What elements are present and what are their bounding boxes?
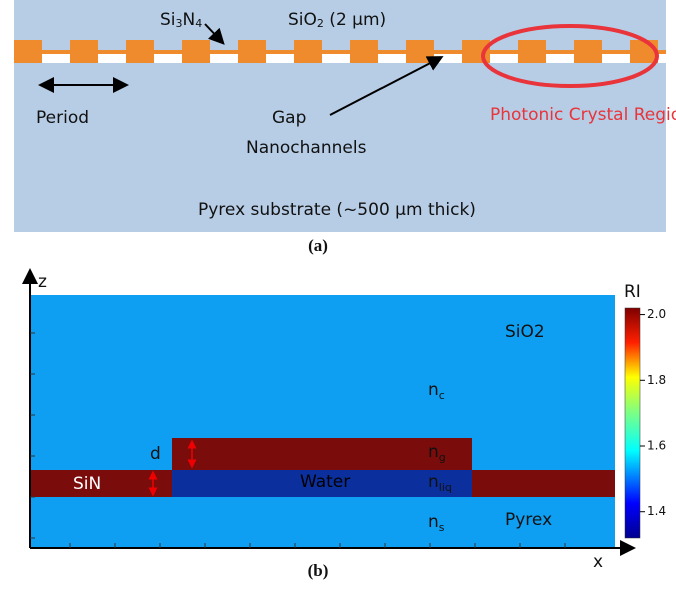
nanochannels-label: Nanochannels <box>246 138 367 158</box>
colorbar-tick-label: 1.8 <box>647 373 666 387</box>
panel-a: Si3N4 SiO2 (2 µm) Period Gap Nanochannel… <box>14 0 676 255</box>
nanochannel-gap <box>546 54 574 63</box>
grating-tooth <box>182 40 210 51</box>
colorbar-ticks: 2.0 1.8 1.6 1.4 <box>640 307 666 518</box>
grating-tooth <box>238 40 266 51</box>
grating-tooth <box>14 40 42 51</box>
figure: Si3N4 SiO2 (2 µm) Period Gap Nanochannel… <box>0 0 676 585</box>
x-label: x <box>593 552 603 572</box>
nanochannel-gap <box>490 54 518 63</box>
grating-tooth <box>126 40 154 51</box>
nanochannel-gap <box>42 54 70 63</box>
pyrex-label: Pyrex <box>505 510 552 530</box>
grating-tooth <box>70 40 98 51</box>
nanochannel-gap <box>98 54 126 63</box>
colorbar-tick-label: 1.4 <box>647 504 666 518</box>
caption: (a) <box>308 236 328 255</box>
sio2-label: SiO2 <box>505 322 545 342</box>
nanochannel-gap <box>658 54 676 63</box>
grating-tooth <box>350 40 378 51</box>
nanochannel-gap <box>210 54 238 63</box>
nanochannel-gap <box>378 54 406 63</box>
grating-tooth <box>406 40 434 51</box>
nanochannel-gap <box>154 54 182 63</box>
grating-tooth <box>574 40 602 51</box>
period-label: Period <box>36 108 89 128</box>
colorbar-tick-label: 2.0 <box>647 307 666 321</box>
gap-label: Gap <box>272 108 306 128</box>
grating-tooth <box>294 40 322 51</box>
sin-label: SiN <box>73 474 101 494</box>
sio2-label: SiO2 (2 µm) <box>288 10 386 30</box>
water-label: Water <box>300 472 350 492</box>
caption: (b) <box>308 561 329 580</box>
colorbar-tick-label: 1.6 <box>647 439 666 453</box>
d-label: d <box>150 444 161 464</box>
nanochannel-gap <box>322 54 350 63</box>
photonic-crystal-label: Photonic Crystal Region <box>490 105 676 125</box>
nanochannel-gap <box>266 54 294 63</box>
grating-bar <box>172 438 472 470</box>
colorbar-title: RI <box>624 282 641 302</box>
panel-b: z x SiO2 SiN Water Pyrex d nc ng nliq ns… <box>30 272 666 580</box>
colorbar <box>625 308 640 538</box>
z-label: z <box>38 272 47 292</box>
nanochannel-gap <box>602 54 630 63</box>
substrate-label: Pyrex substrate (~500 µm thick) <box>198 200 476 220</box>
grating-tooth <box>518 40 546 51</box>
